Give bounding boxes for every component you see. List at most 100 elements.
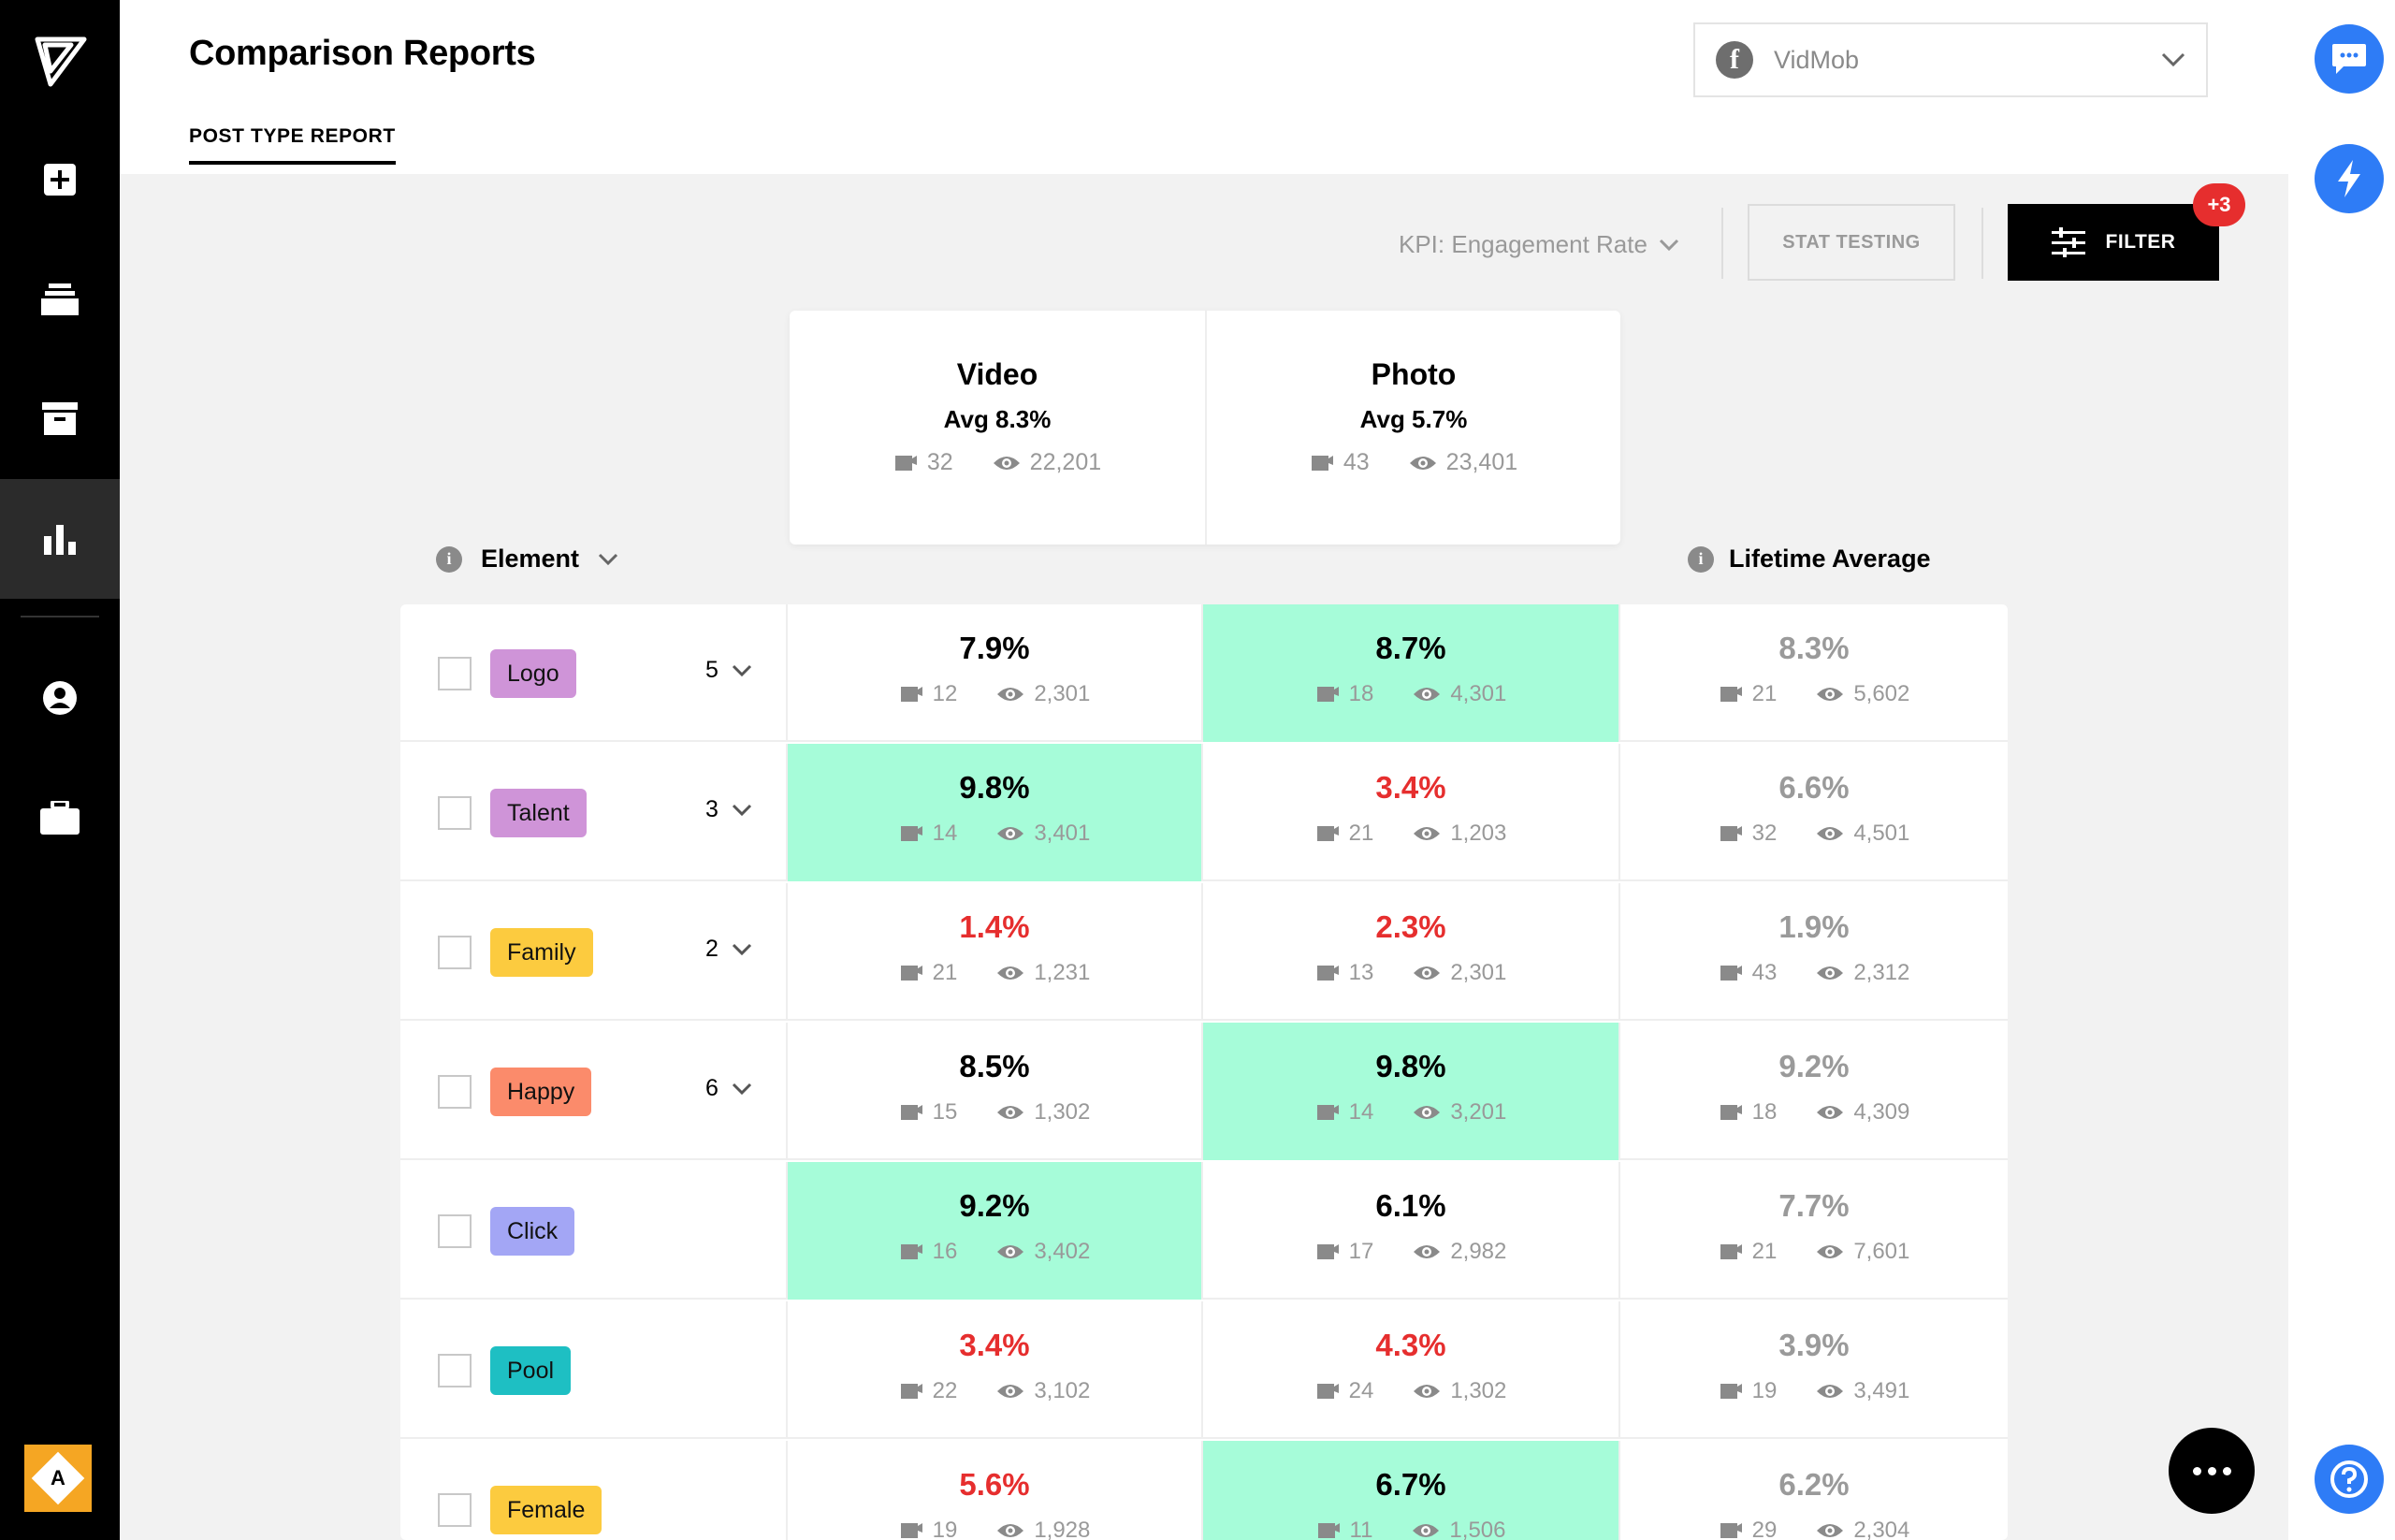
posts-icon xyxy=(1316,687,1339,702)
element-dropdown[interactable]: i Element xyxy=(436,545,618,574)
bar-chart-icon xyxy=(44,525,76,555)
metric-views: 1,928 xyxy=(1034,1518,1091,1540)
nav-reports[interactable] xyxy=(0,479,120,599)
metric-views: 4,301 xyxy=(1450,681,1507,706)
kpi-dropdown[interactable]: KPI: Engagement Rate xyxy=(1399,230,1679,259)
views-eye-icon xyxy=(1413,1524,1440,1537)
quick-action-button[interactable] xyxy=(2315,144,2384,213)
element-tag[interactable]: Click xyxy=(490,1207,575,1256)
lifetime-average-header: i Lifetime Average xyxy=(1688,545,1931,574)
element-tag[interactable]: Pool xyxy=(490,1346,572,1395)
account-select[interactable]: f VidMob xyxy=(1693,22,2208,97)
posts-icon xyxy=(1720,1523,1742,1538)
sliders-icon xyxy=(2051,227,2085,257)
more-options-button[interactable] xyxy=(2169,1428,2255,1514)
metric-value: 7.9% xyxy=(959,631,1030,665)
info-icon[interactable]: i xyxy=(1688,545,1714,573)
element-cell: Talent 3 xyxy=(400,744,788,881)
info-icon[interactable]: i xyxy=(436,545,462,573)
posts-icon xyxy=(1720,826,1742,841)
vidmob-logo-icon[interactable] xyxy=(34,34,88,88)
metric-views: 2,301 xyxy=(1034,681,1091,706)
filter-button[interactable]: FILTER xyxy=(2008,204,2219,281)
nav-briefcase[interactable] xyxy=(0,758,120,878)
chat-button[interactable] xyxy=(2315,24,2384,94)
element-tag[interactable]: Talent xyxy=(490,789,587,837)
column-views: 23,401 xyxy=(1445,449,1518,475)
table-row: Family 2 1.4% 21 1,231 2.3% 13 2,301 1.9% 43 2,312 xyxy=(400,883,2008,1021)
metric-value: 1.9% xyxy=(1778,909,1850,944)
views-eye-icon xyxy=(1414,688,1441,701)
lifetime-label: Lifetime Average xyxy=(1729,545,1931,573)
lifetime-cell: 8.3% 21 5,602 xyxy=(1620,604,2008,742)
video-cell: 8.5% 15 1,302 xyxy=(788,1023,1203,1160)
posts-icon xyxy=(1316,966,1339,981)
row-checkbox[interactable] xyxy=(438,1214,472,1248)
briefcase-icon xyxy=(40,801,80,835)
lifetime-cell: 9.2% 18 4,309 xyxy=(1620,1023,2008,1160)
metric-value: 2.3% xyxy=(1375,909,1446,944)
video-cell: 5.6% 19 1,928 xyxy=(788,1441,1203,1540)
posts-icon xyxy=(1311,455,1333,471)
nav-layers[interactable] xyxy=(0,240,120,359)
toolbar-divider xyxy=(1981,208,1983,279)
posts-icon xyxy=(1720,1384,1742,1399)
help-button[interactable] xyxy=(2315,1445,2384,1514)
column-headers: Video Avg 8.3% 32 22,201 Photo Avg 5.7% … xyxy=(790,311,1620,545)
video-cell: 7.9% 12 2,301 xyxy=(788,604,1203,742)
column-name: Photo xyxy=(1371,357,1457,391)
posts-icon xyxy=(1720,1244,1742,1259)
metric-posts: 15 xyxy=(932,1099,958,1125)
nav-archive[interactable] xyxy=(0,359,120,479)
element-tag[interactable]: Happy xyxy=(490,1068,592,1116)
element-count-toggle[interactable]: 2 xyxy=(705,936,752,963)
element-count-toggle[interactable]: 5 xyxy=(705,657,752,684)
posts-icon xyxy=(1720,1105,1742,1120)
element-count: 5 xyxy=(705,657,718,683)
posts-icon xyxy=(900,687,922,702)
metric-views: 1,302 xyxy=(1034,1099,1091,1125)
photo-cell: 6.7% 11 1,506 xyxy=(1203,1441,1620,1540)
posts-icon xyxy=(900,966,922,981)
posts-icon xyxy=(900,1523,922,1538)
stat-testing-button[interactable]: STAT TESTING xyxy=(1748,204,1955,281)
photo-cell: 6.1% 17 2,982 xyxy=(1203,1162,1620,1300)
views-eye-icon xyxy=(997,688,1024,701)
filter-count-badge: +3 xyxy=(2193,183,2245,226)
element-tag[interactable]: Family xyxy=(490,928,593,977)
metric-posts: 29 xyxy=(1751,1518,1778,1540)
avatar[interactable]: A xyxy=(24,1445,92,1512)
metric-views: 3,102 xyxy=(1034,1378,1091,1403)
toolbar-divider xyxy=(1721,208,1723,279)
metric-value: 9.8% xyxy=(1375,1049,1446,1083)
nav-add-project[interactable] xyxy=(0,120,120,240)
lifetime-cell: 6.6% 32 4,501 xyxy=(1620,744,2008,881)
element-tag[interactable]: Female xyxy=(490,1486,602,1534)
row-checkbox[interactable] xyxy=(438,796,472,830)
element-count-toggle[interactable]: 6 xyxy=(705,1075,752,1102)
metric-posts: 22 xyxy=(932,1378,958,1403)
element-count-toggle[interactable]: 3 xyxy=(705,796,752,823)
metric-posts: 13 xyxy=(1348,960,1374,985)
chevron-down-icon xyxy=(2161,52,2185,67)
row-checkbox[interactable] xyxy=(438,1493,472,1527)
metric-views: 1,506 xyxy=(1449,1518,1506,1540)
row-checkbox[interactable] xyxy=(438,936,472,969)
row-checkbox[interactable] xyxy=(438,1354,472,1387)
metric-value: 9.2% xyxy=(959,1188,1030,1223)
row-checkbox[interactable] xyxy=(438,1075,472,1109)
row-checkbox[interactable] xyxy=(438,657,472,690)
metric-views: 1,203 xyxy=(1450,821,1507,846)
metric-views: 7,601 xyxy=(1853,1239,1910,1264)
column-posts: 32 xyxy=(926,449,953,475)
metric-value: 6.6% xyxy=(1778,770,1850,805)
tab-post-type-report[interactable]: POST TYPE REPORT xyxy=(189,125,396,165)
views-eye-icon xyxy=(1414,827,1441,840)
metric-posts: 32 xyxy=(1751,821,1778,846)
nav-profile[interactable] xyxy=(0,638,120,758)
posts-icon xyxy=(1316,1384,1339,1399)
metric-posts: 16 xyxy=(932,1239,958,1264)
element-tag[interactable]: Logo xyxy=(490,649,576,698)
avatar-letter: A xyxy=(51,1465,65,1489)
views-eye-icon xyxy=(1414,1106,1441,1119)
